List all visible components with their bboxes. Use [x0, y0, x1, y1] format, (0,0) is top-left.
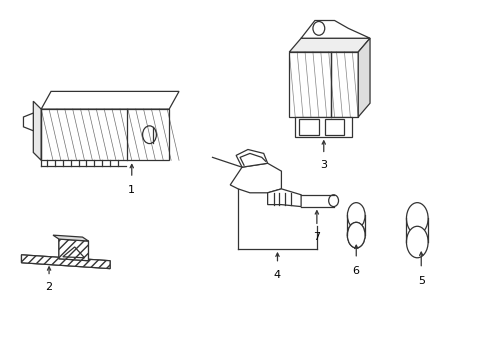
Text: 2: 2: [45, 282, 53, 292]
Text: 7: 7: [313, 232, 320, 242]
Ellipse shape: [346, 222, 365, 248]
Polygon shape: [59, 239, 88, 261]
Text: 1: 1: [128, 185, 135, 195]
Polygon shape: [41, 91, 179, 109]
Polygon shape: [289, 38, 369, 52]
Text: 3: 3: [320, 160, 326, 170]
Polygon shape: [53, 235, 88, 241]
Text: 5: 5: [417, 275, 424, 285]
Polygon shape: [295, 117, 351, 137]
Polygon shape: [23, 113, 33, 131]
Polygon shape: [301, 21, 369, 38]
Polygon shape: [21, 255, 110, 269]
Text: 6: 6: [352, 266, 359, 276]
Polygon shape: [236, 149, 267, 167]
Bar: [299, 119, 318, 135]
Ellipse shape: [406, 226, 427, 258]
Polygon shape: [33, 101, 41, 160]
Polygon shape: [358, 38, 369, 117]
Bar: [324, 119, 344, 135]
Polygon shape: [21, 255, 110, 269]
Polygon shape: [267, 189, 301, 207]
Polygon shape: [41, 109, 169, 160]
Text: 4: 4: [273, 270, 281, 280]
Polygon shape: [59, 239, 88, 261]
Polygon shape: [230, 163, 281, 193]
Polygon shape: [289, 52, 358, 117]
